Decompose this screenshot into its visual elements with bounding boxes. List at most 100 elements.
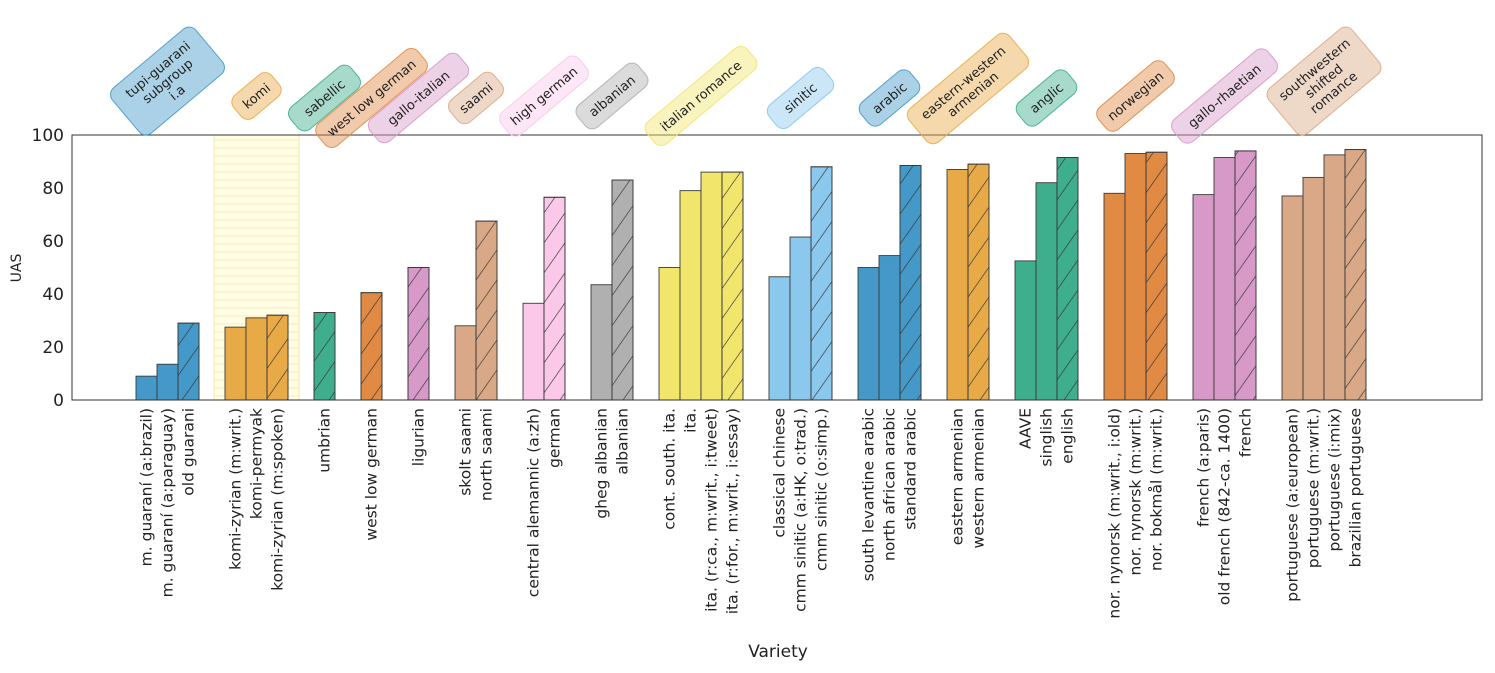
x-tick-label: komi-zyrian (m:writ.) — [227, 408, 245, 570]
bar-central-alemannic-a-zh — [522, 302, 545, 401]
y-tick-label: 100 — [32, 126, 64, 146]
x-tick-label: west low german — [363, 408, 381, 541]
group-label-gallo-rhaetian: gallo-rhaetian — [1171, 48, 1278, 144]
group-label-komi: komi — [231, 72, 282, 120]
bar-aave — [1014, 260, 1037, 401]
x-tick-label: old french (842-ca. 1400) — [1216, 408, 1234, 605]
bar-hatch-albanian — [611, 179, 634, 401]
x-tick-label: standard arabic — [902, 408, 920, 530]
bar-north-african-arabic — [878, 255, 901, 401]
group-label-box — [499, 55, 589, 137]
group-label-box — [110, 26, 225, 136]
x-tick-label: south levantine arabic — [860, 408, 878, 581]
bar-hatch-ligurian — [407, 267, 430, 401]
bar-gheg-albanian — [590, 284, 613, 401]
x-tick-label: ita. (r:ca., m:writ., i:tweet) — [703, 408, 721, 612]
group-label-box — [367, 52, 470, 144]
x-tick-label: albanian — [614, 408, 632, 475]
x-tick-label: north saami — [478, 408, 496, 501]
x-tick-label: western armenian — [970, 408, 988, 548]
bar-m-guaran-a-paraguay — [156, 363, 179, 401]
group-label-box — [231, 72, 282, 120]
bar-hatch-west-low-german — [360, 292, 383, 401]
group-label-box — [288, 64, 361, 132]
x-tick-label: cont. south. ita. — [661, 408, 679, 530]
bar-portuguese-i-mix — [1323, 154, 1346, 401]
bar-hatch-german — [543, 196, 566, 401]
y-tick-label: 20 — [42, 338, 64, 358]
x-tick-label: english — [1059, 408, 1077, 464]
x-tick-label: portuguese (a:european) — [1284, 408, 1302, 602]
plot-frame — [71, 134, 1483, 401]
group-label-box — [1171, 48, 1278, 144]
group-label-box — [1015, 69, 1078, 127]
x-tick-label: cmm sinitic (a:HK, o:trad.) — [792, 408, 810, 612]
y-tick-label: 0 — [53, 391, 64, 411]
bar-portuguese-a-european — [1281, 195, 1304, 401]
group-label-box — [575, 62, 649, 130]
group-label-box — [906, 32, 1030, 145]
bar-hatch-north-saami — [475, 220, 498, 401]
bar-old-french-842-ca-1400 — [1213, 157, 1236, 401]
x-tick-label: classical chinese — [771, 408, 789, 538]
x-tick-label: eastern armenian — [949, 408, 967, 545]
bar-ita-r-ca-m-writ-i-tweet — [700, 171, 723, 401]
bar-south-levantine-arabic — [857, 267, 880, 401]
bar-singlish — [1035, 182, 1058, 401]
bar-hatch-western-armenian — [967, 163, 990, 401]
group-label-norwegian: norwegian — [1096, 60, 1175, 132]
x-tick-label: singlish — [1038, 408, 1056, 467]
bar-hatch-umbrian — [313, 312, 336, 401]
bar-hatch-old-guarani — [177, 322, 200, 401]
y-axis-title: UAS — [9, 254, 25, 283]
bar-hatch-cmm-sinitic-o-simp — [810, 166, 833, 401]
bar-hatch-komi-zyrian-m-spoken — [266, 314, 289, 401]
x-tick-label: ita. — [682, 408, 700, 433]
x-tick-label: north african arabic — [881, 408, 899, 561]
bar-hatch-nor-bokm-l-m-writ — [1145, 151, 1168, 401]
bar-eastern-armenian — [946, 168, 969, 401]
x-tick-label: cmm sinitic (o:simp.) — [813, 408, 831, 571]
bar-hatch-english — [1056, 157, 1079, 401]
bar-m-guaran-a-brazil — [135, 375, 158, 401]
bar-nor-nynorsk-m-writ — [1124, 153, 1147, 401]
x-tick-label: skolt saami — [457, 408, 475, 496]
bar-hatch-standard-arabic — [899, 165, 922, 401]
x-tick-label: brazilian portuguese — [1347, 408, 1365, 567]
group-label-text: italian romance — [658, 58, 745, 135]
group-label-italian-romance: italian romance — [644, 45, 758, 147]
bar-french-a-paris — [1192, 194, 1215, 401]
group-label-high-german: high german — [499, 55, 589, 137]
x-tick-label: komi-zyrian (m:spoken) — [269, 408, 287, 591]
y-tick-label: 40 — [42, 285, 64, 305]
x-tick-label: german — [546, 408, 564, 468]
x-tick-label: m. guaraní (a:paraguay) — [159, 408, 177, 597]
y-tick-label: 60 — [42, 232, 64, 252]
group-label-box — [858, 69, 921, 127]
bar-hatch-ita-r-for-m-writ-i-essay — [721, 171, 744, 401]
x-tick-label: nor. bokmål (m:writ.) — [1148, 408, 1166, 571]
x-tick-label: m. guaraní (a:brazil) — [138, 408, 156, 566]
y-tick-label: 80 — [42, 179, 64, 199]
bar-skolt-saami — [454, 325, 477, 401]
group-label-anglic: anglic — [1015, 69, 1078, 127]
x-tick-label: AAVE — [1017, 408, 1035, 449]
group-label-text: high german — [508, 64, 581, 129]
bar-nor-nynorsk-m-writ-i-old — [1103, 192, 1126, 401]
bar-cmm-sinitic-a-hk-o-trad — [789, 236, 812, 401]
x-tick-label: portuguese (m:writ.) — [1305, 408, 1323, 568]
x-tick-label: umbrian — [316, 408, 334, 473]
bar-komi-zyrian-m-writ — [224, 326, 247, 401]
x-tick-label: nor. nynorsk (m:writ., i:old) — [1106, 408, 1124, 619]
bar-portuguese-m-writ — [1302, 176, 1325, 401]
x-tick-label: ita. (r:for., m:writ., i:essay) — [724, 408, 742, 614]
x-tick-label: ligurian — [410, 408, 428, 466]
group-label-box — [315, 47, 428, 149]
x-axis-title: Variety — [748, 642, 808, 662]
bar-komi-permyak — [245, 317, 268, 401]
x-tick-label: french — [1237, 408, 1255, 457]
